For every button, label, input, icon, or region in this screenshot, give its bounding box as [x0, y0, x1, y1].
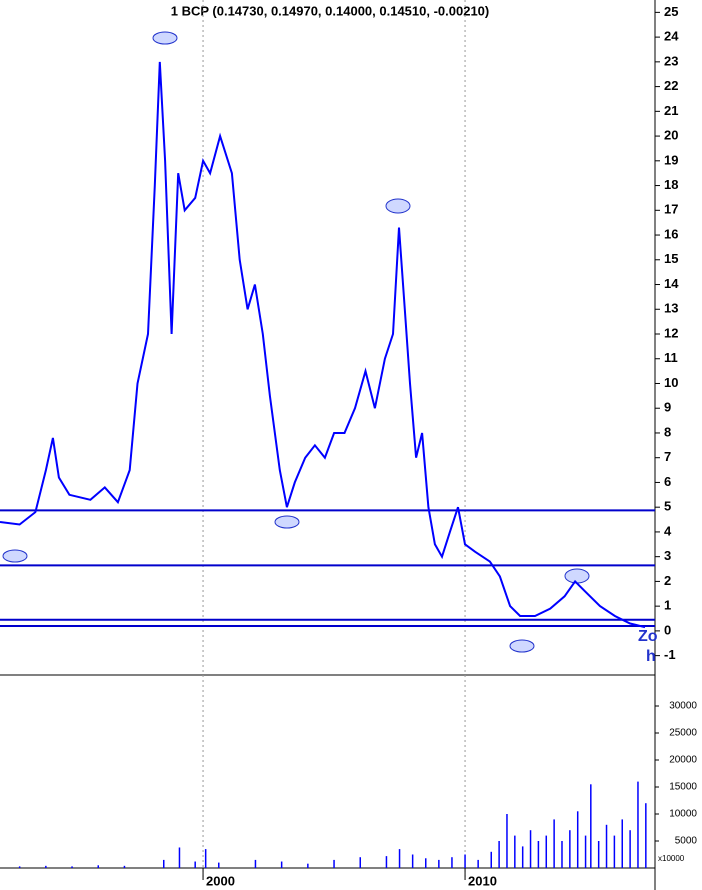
volume-panel: 5000 10000 15000 20000 25000 30000 x10000 [18, 701, 698, 868]
y-tick-label: 10000 [669, 809, 697, 820]
y-tick-label: 10 [664, 375, 678, 390]
y-tick-label: 15000 [669, 782, 697, 793]
x-tick-label: 2010 [468, 873, 497, 888]
y-tick-label: 25000 [669, 728, 697, 739]
y-tick-label: 20 [664, 128, 678, 143]
y-tick-label: 8 [664, 424, 671, 439]
y-tick-label: 15 [664, 251, 678, 266]
y-tick-label: 5 [664, 499, 671, 514]
unit-label: x10000 [658, 854, 685, 863]
y-tick-label: 7 [664, 449, 671, 464]
y-tick-label: 0 [664, 622, 671, 637]
y-tick-label: -1 [664, 647, 676, 662]
y-tick-label: 2 [664, 573, 671, 588]
y-tick-label: 16 [664, 226, 678, 241]
bull-icon [2, 549, 28, 563]
y-tick-label: 12 [664, 325, 678, 340]
y-tick-label: 9 [664, 400, 671, 415]
bull-icon [509, 639, 535, 653]
x-tick-label: 2000 [206, 873, 235, 888]
pattern-icons [2, 31, 590, 653]
y-tick-label: 3 [664, 548, 671, 563]
y-tick-label: 30000 [669, 701, 697, 712]
y-tick-label: 14 [664, 276, 679, 291]
y-tick-label: 20000 [669, 755, 697, 766]
price-line [0, 61, 646, 629]
y-tick-label: 4 [664, 523, 672, 538]
y-tick-label: 24 [664, 29, 679, 44]
y-tick-label: 5000 [675, 836, 698, 847]
bull-icon [274, 515, 300, 529]
y-tick-label: 25 [664, 4, 678, 19]
annotation: h [646, 648, 656, 665]
y-tick-label: 18 [664, 177, 678, 192]
y-tick-label: 11 [664, 350, 678, 365]
bear-icon [564, 568, 590, 584]
y-tick-label: 13 [664, 301, 678, 316]
y-tick-label: 19 [664, 152, 678, 167]
y-tick-label: 17 [664, 202, 678, 217]
bull-icon [152, 31, 178, 45]
y-tick-label: 22 [664, 78, 678, 93]
y-tick-label: 6 [664, 474, 671, 489]
annotation: Zo [638, 628, 658, 645]
y-tick-label: 23 [664, 53, 678, 68]
chart-title: 1 BCP (0.14730, 0.14970, 0.14000, 0.1451… [171, 3, 490, 18]
bear-icon [385, 198, 411, 214]
y-tick-label: 1 [664, 598, 671, 613]
y-tick-label: 21 [664, 103, 678, 118]
